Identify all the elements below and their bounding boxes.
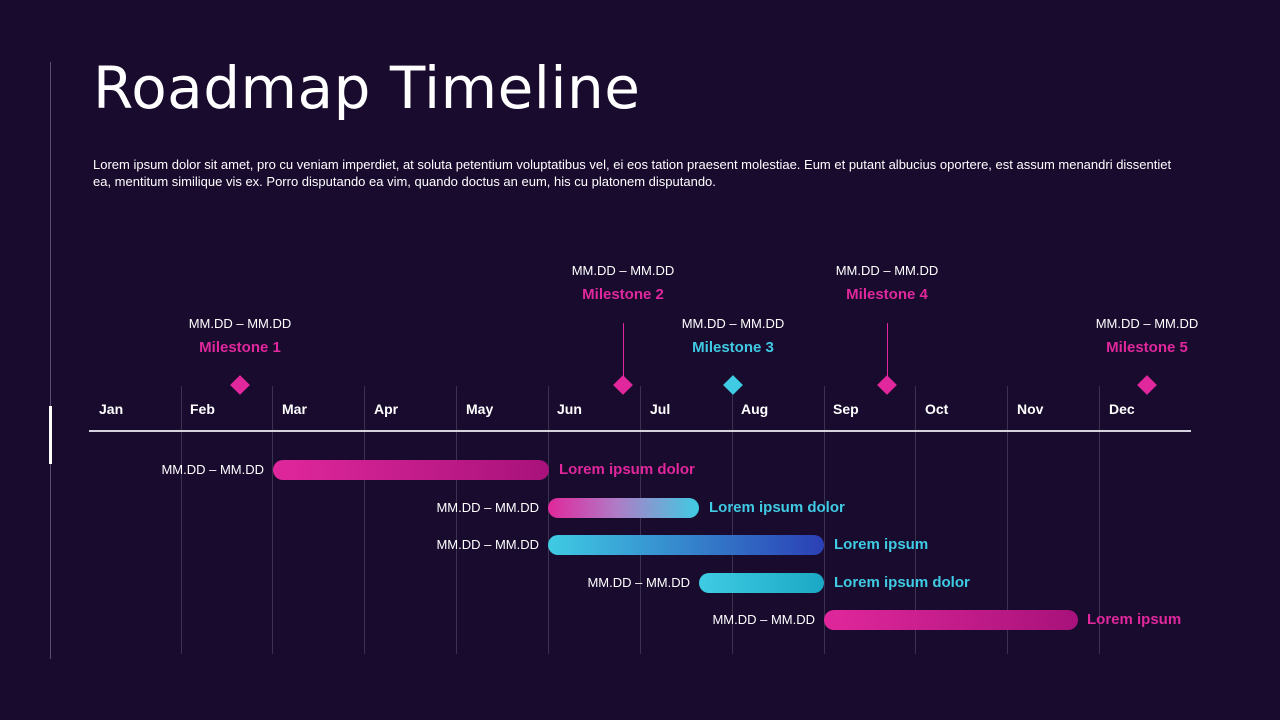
month-label: Oct <box>925 401 949 417</box>
grid-line <box>824 386 825 654</box>
milestone-2-date: MM.DD – MM.DD <box>571 263 675 278</box>
page-description: Lorem ipsum dolor sit amet, pro cu venia… <box>93 157 1172 189</box>
milestone-3-label: Milestone 3 <box>692 339 774 356</box>
left-edge-line <box>50 62 51 659</box>
milestone-3-date: MM.DD – MM.DD <box>681 316 785 331</box>
task-4-date: MM.DD – MM.DD <box>587 575 690 590</box>
milestone-2-diamond-icon <box>613 375 633 395</box>
task-4-bar <box>699 573 824 593</box>
milestone-5-date: MM.DD – MM.DD <box>1095 316 1199 331</box>
task-4-label: Lorem ipsum dolor <box>834 574 970 591</box>
timeline-axis <box>89 430 1191 432</box>
milestone-4-label: Milestone 4 <box>846 286 928 303</box>
task-2-date: MM.DD – MM.DD <box>436 500 539 515</box>
milestone-3-diamond-icon <box>723 375 743 395</box>
task-3-date: MM.DD – MM.DD <box>436 537 539 552</box>
left-edge-accent <box>49 406 52 464</box>
milestone-1-date: MM.DD – MM.DD <box>188 316 292 331</box>
task-1-label: Lorem ipsum dolor <box>559 461 695 478</box>
task-5-label: Lorem ipsum <box>1087 611 1182 628</box>
milestone-4-stem <box>887 323 888 378</box>
milestone-2-label: Milestone 2 <box>582 286 664 303</box>
milestone-4-diamond-icon <box>877 375 897 395</box>
month-label: Feb <box>190 401 215 417</box>
task-5-date: MM.DD – MM.DD <box>712 612 815 627</box>
month-label: Nov <box>1017 401 1044 417</box>
month-label: Sep <box>833 401 859 417</box>
milestone-2-stem <box>623 323 624 378</box>
month-label: Dec <box>1109 401 1135 417</box>
grid-line <box>181 386 182 654</box>
month-label: Aug <box>741 401 769 417</box>
month-label: May <box>466 401 494 417</box>
grid-line <box>732 386 733 654</box>
grid-line <box>1007 386 1008 654</box>
task-1-bar <box>273 460 549 480</box>
task-3-bar <box>548 535 824 555</box>
task-2-bar <box>548 498 699 518</box>
milestone-5-label: Milestone 5 <box>1106 339 1188 356</box>
milestone-5-diamond-icon <box>1137 375 1157 395</box>
grid-line <box>915 386 916 654</box>
grid-line <box>456 386 457 654</box>
milestone-4-date: MM.DD – MM.DD <box>835 263 939 278</box>
milestone-1-diamond-icon <box>230 375 250 395</box>
page-title: Roadmap Timeline <box>93 54 641 122</box>
grid-line <box>640 386 641 654</box>
month-label: Jan <box>99 401 124 417</box>
grid-line <box>1099 386 1100 654</box>
task-2-label: Lorem ipsum dolor <box>709 499 845 516</box>
milestone-1-label: Milestone 1 <box>199 339 281 356</box>
month-label: Mar <box>282 401 307 417</box>
grid-line <box>548 386 549 654</box>
task-3-label: Lorem ipsum <box>834 536 929 553</box>
month-label: Jun <box>557 401 582 417</box>
month-label: Jul <box>650 401 671 417</box>
month-label: Apr <box>374 401 399 417</box>
task-5-bar <box>824 610 1078 630</box>
task-1-date: MM.DD – MM.DD <box>161 462 264 477</box>
grid-line <box>272 386 273 654</box>
grid-line <box>364 386 365 654</box>
